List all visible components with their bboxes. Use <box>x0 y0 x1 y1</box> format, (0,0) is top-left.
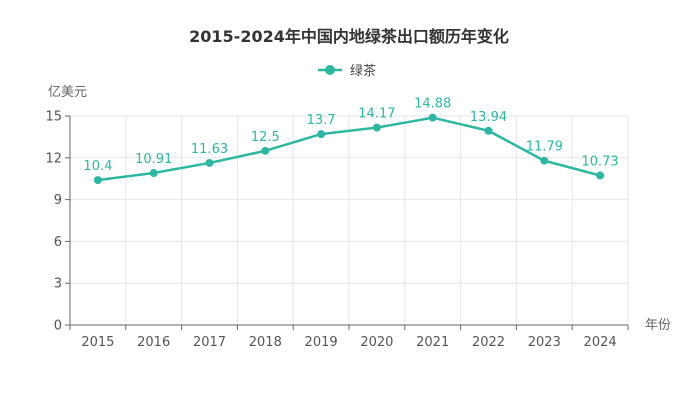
y-tick-label: 0 <box>54 319 62 334</box>
data-point[interactable] <box>540 156 549 165</box>
data-label: 13.7 <box>307 113 336 128</box>
x-tick-label: 2018 <box>249 335 282 350</box>
x-tick-label: 2019 <box>305 335 338 350</box>
x-tick-label: 2020 <box>360 335 393 350</box>
data-label: 14.17 <box>358 107 395 122</box>
y-axis-title: 亿美元 <box>48 85 87 100</box>
y-tick-label: 9 <box>54 193 62 208</box>
y-tick-label: 15 <box>45 110 62 125</box>
data-point[interactable] <box>372 123 381 132</box>
x-tick-label: 2021 <box>416 335 449 350</box>
series-line <box>97 116 601 182</box>
x-tick-label: 2022 <box>472 335 505 350</box>
data-label: 14.88 <box>414 97 451 112</box>
data-label: 10.4 <box>83 159 112 174</box>
y-tick-label: 6 <box>54 235 62 250</box>
data-label: 12.5 <box>251 130 280 145</box>
x-tick-label: 2023 <box>528 335 561 350</box>
x-axis: 2015 2016 2017 2018 2019 2020 2021 2022 2023 2024 <box>69 324 629 350</box>
series-greentea: 10.4 10.91 11.63 12.5 13.7 14.17 14.88 13.94 11.… <box>83 97 619 185</box>
x-tick-label: 2024 <box>584 335 617 350</box>
x-tick-label: 2016 <box>137 335 170 350</box>
data-label: 10.91 <box>135 152 172 167</box>
data-label: 10.73 <box>581 154 618 169</box>
data-point[interactable] <box>317 130 326 139</box>
legend-dot-marker <box>325 65 335 75</box>
data-point[interactable] <box>596 171 605 180</box>
legend[interactable]: 绿茶 <box>318 63 376 79</box>
x-tick-label: 2017 <box>193 335 226 350</box>
data-point[interactable] <box>93 176 102 185</box>
chart-title: 2015-2024年中国内地绿茶出口额历年变化 <box>189 27 509 46</box>
data-point[interactable] <box>261 146 270 155</box>
data-point[interactable] <box>428 113 437 122</box>
data-label: 11.79 <box>526 140 563 155</box>
x-tick-label: 2015 <box>81 335 114 350</box>
data-point[interactable] <box>484 126 493 135</box>
data-point[interactable] <box>205 158 214 167</box>
y-tick-label: 3 <box>54 277 62 292</box>
data-label: 11.63 <box>191 142 228 157</box>
legend-label: 绿茶 <box>350 63 376 79</box>
data-label: 13.94 <box>470 110 507 125</box>
x-axis-title: 年份 <box>645 318 671 333</box>
data-point[interactable] <box>149 168 158 177</box>
grid <box>69 115 629 325</box>
y-tick-label: 12 <box>45 151 62 166</box>
y-axis: 0 3 6 9 12 15 <box>45 110 71 334</box>
